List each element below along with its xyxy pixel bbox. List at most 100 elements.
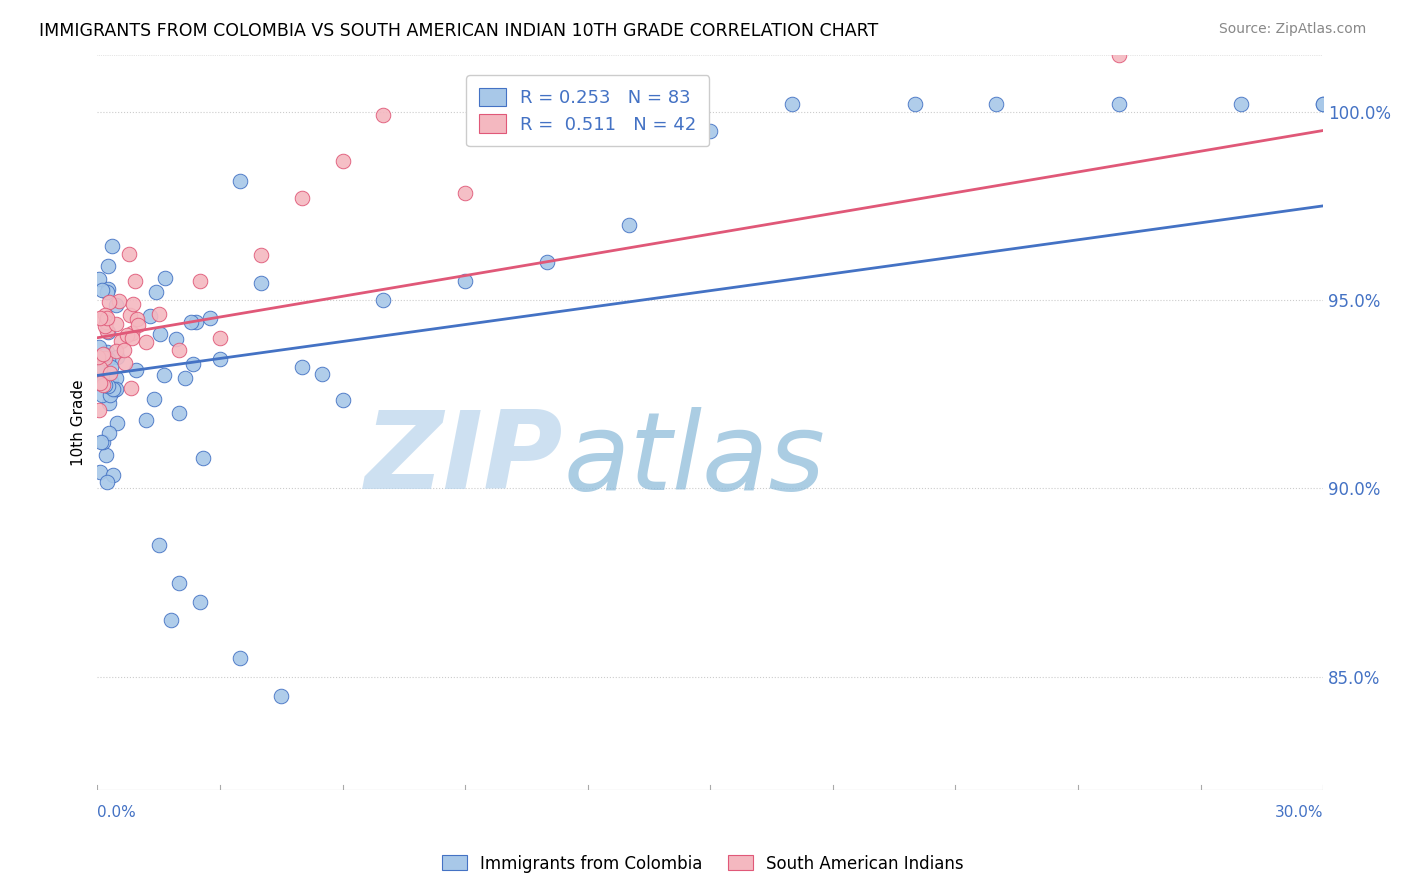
Point: [208, 330, 231, 344]
Point: [87, 272, 110, 286]
Point: [89, 376, 111, 390]
Point: [188, 274, 211, 288]
Point: [96, 311, 118, 326]
Point: [142, 392, 165, 407]
Point: [127, 318, 149, 333]
Point: [94, 351, 117, 365]
Text: Source: ZipAtlas.com: Source: ZipAtlas.com: [1219, 22, 1367, 37]
Point: [186, 315, 208, 329]
Point: [104, 343, 127, 358]
Point: [127, 311, 149, 326]
Point: [89, 465, 111, 479]
Point: [183, 357, 205, 371]
Point: [105, 382, 128, 396]
Point: [229, 174, 252, 188]
Point: [249, 247, 271, 261]
Point: [145, 285, 167, 300]
Point: [96, 325, 118, 339]
Point: [1312, 97, 1334, 112]
Point: [97, 282, 120, 296]
Point: [105, 350, 128, 364]
Point: [89, 361, 111, 376]
Point: [121, 331, 143, 345]
Point: [780, 97, 803, 112]
Point: [87, 350, 110, 364]
Point: [536, 255, 558, 269]
Point: [148, 308, 170, 322]
Y-axis label: 10th Grade: 10th Grade: [72, 379, 86, 466]
Point: [101, 382, 124, 396]
Point: [100, 359, 122, 374]
Point: [160, 613, 183, 627]
Point: [94, 308, 117, 322]
Point: [101, 239, 124, 253]
Point: [617, 218, 640, 232]
Point: [100, 374, 122, 388]
Text: ZIP: ZIP: [364, 406, 564, 512]
Point: [229, 651, 252, 665]
Point: [200, 311, 222, 326]
Point: [89, 340, 111, 354]
Point: [110, 334, 132, 348]
Point: [120, 381, 142, 395]
Point: [93, 361, 115, 376]
Point: [986, 97, 1008, 112]
Point: [94, 378, 117, 392]
Point: [94, 315, 117, 329]
Text: 0.0%: 0.0%: [97, 805, 136, 820]
Point: [93, 373, 115, 387]
Point: [103, 467, 125, 482]
Point: [188, 594, 211, 608]
Point: [1108, 48, 1130, 62]
Text: 30.0%: 30.0%: [1275, 805, 1323, 820]
Point: [373, 108, 395, 122]
Point: [167, 575, 190, 590]
Point: [332, 392, 354, 407]
Point: [89, 354, 111, 368]
Point: [115, 328, 138, 343]
Point: [93, 377, 115, 392]
Point: [97, 259, 120, 273]
Point: [121, 326, 143, 340]
Point: [96, 325, 118, 339]
Point: [104, 318, 127, 332]
Point: [903, 97, 925, 112]
Point: [91, 435, 114, 450]
Point: [153, 368, 176, 383]
Point: [96, 475, 118, 489]
Point: [96, 345, 118, 359]
Point: [135, 334, 157, 349]
Point: [454, 186, 477, 200]
Point: [122, 297, 145, 311]
Text: IMMIGRANTS FROM COLOMBIA VS SOUTH AMERICAN INDIAN 10TH GRADE CORRELATION CHART: IMMIGRANTS FROM COLOMBIA VS SOUTH AMERIC…: [39, 22, 879, 40]
Point: [120, 308, 142, 322]
Point: [94, 348, 117, 362]
Point: [180, 315, 202, 329]
Point: [114, 356, 136, 370]
Point: [96, 285, 118, 300]
Point: [249, 276, 271, 290]
Point: [91, 347, 114, 361]
Point: [97, 396, 120, 410]
Point: [98, 366, 121, 380]
Point: [94, 448, 117, 462]
Point: [105, 416, 128, 430]
Point: [118, 247, 141, 261]
Point: [454, 274, 477, 288]
Point: [105, 371, 128, 385]
Legend: Immigrants from Colombia, South American Indians: Immigrants from Colombia, South American…: [436, 848, 970, 880]
Point: [149, 326, 172, 341]
Point: [270, 689, 292, 703]
Point: [174, 371, 197, 385]
Point: [125, 362, 148, 376]
Point: [291, 191, 314, 205]
Point: [208, 352, 231, 367]
Point: [90, 434, 112, 449]
Point: [94, 318, 117, 333]
Legend: R = 0.253   N = 83, R =  0.511   N = 42: R = 0.253 N = 83, R = 0.511 N = 42: [467, 75, 709, 146]
Point: [108, 294, 131, 309]
Point: [311, 367, 333, 381]
Point: [1312, 97, 1334, 112]
Point: [135, 412, 157, 426]
Point: [332, 153, 354, 168]
